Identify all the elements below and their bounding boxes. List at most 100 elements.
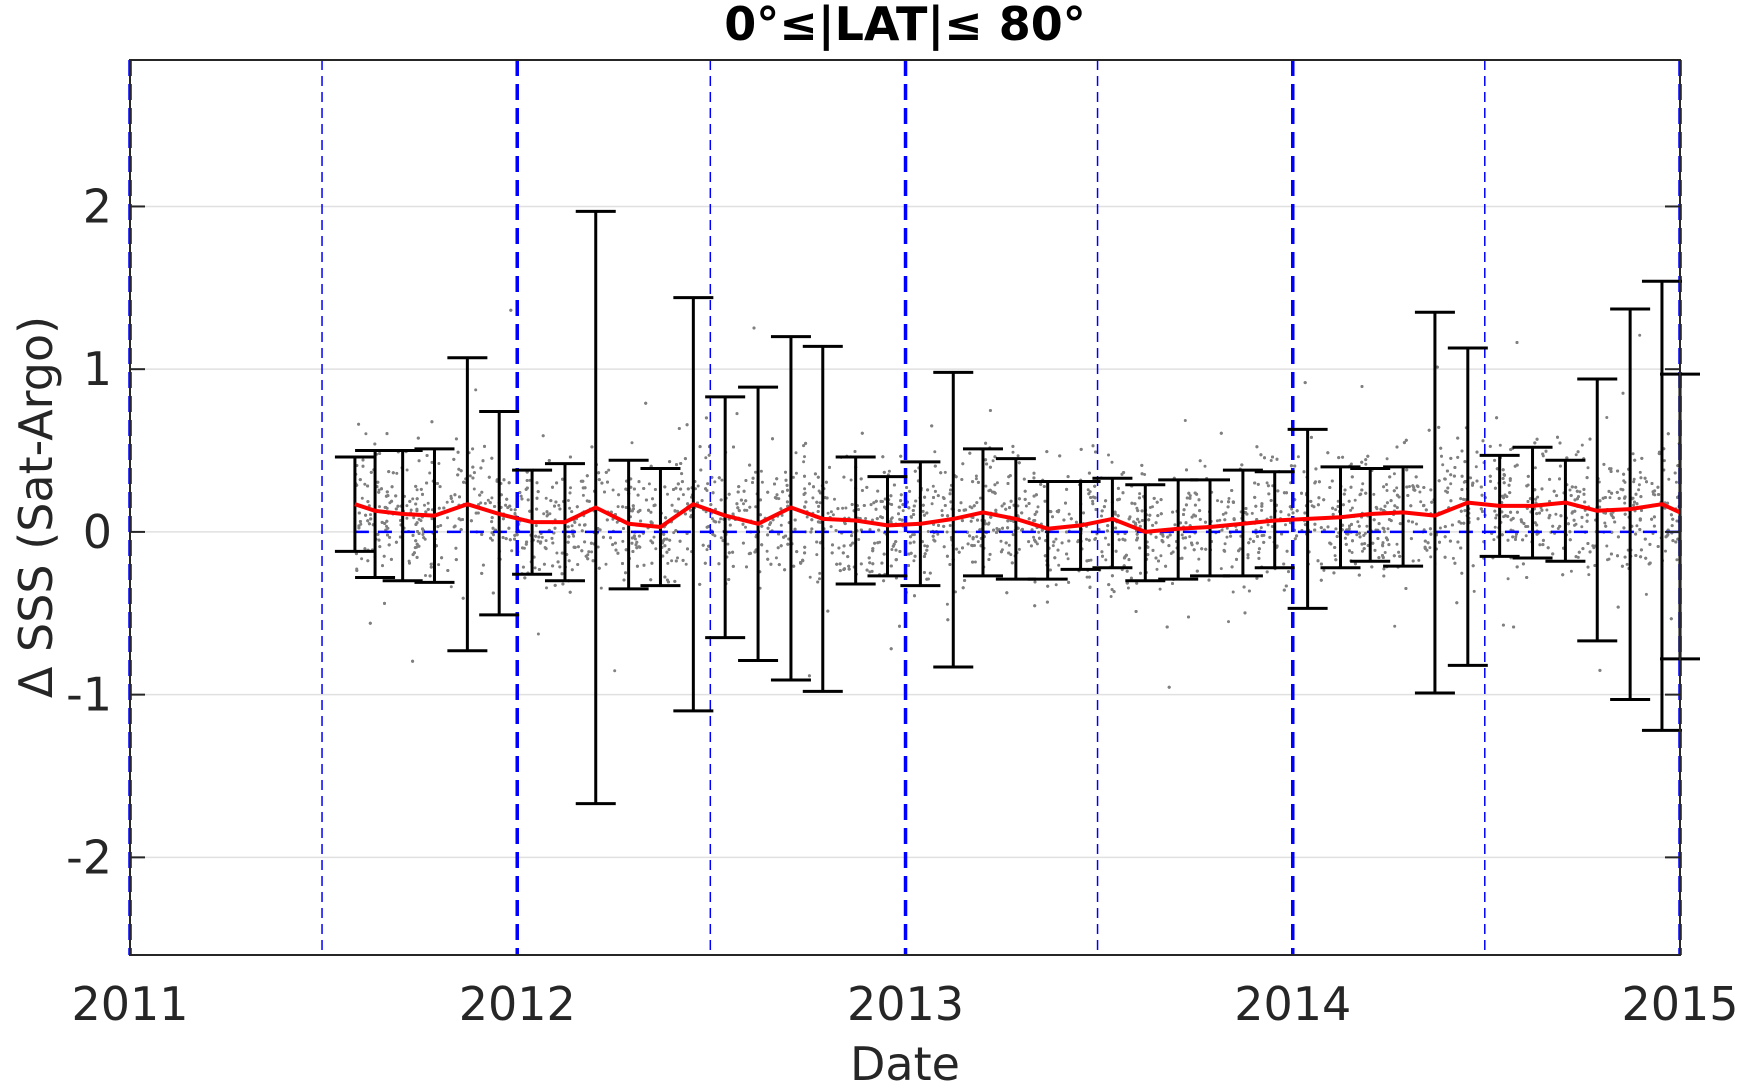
scatter-point: [487, 475, 491, 479]
scatter-point: [378, 545, 382, 549]
scatter-point: [1639, 555, 1643, 559]
scatter-point: [1326, 525, 1330, 529]
scatter-point: [1424, 508, 1428, 512]
scatter-point: [825, 496, 829, 500]
scatter-point: [1256, 482, 1260, 486]
scatter-point: [616, 505, 620, 509]
scatter-point: [1360, 460, 1364, 464]
scatter-point: [1395, 506, 1399, 510]
scatter-point: [1126, 586, 1130, 590]
scatter-point: [1005, 591, 1009, 595]
scatter-point: [1173, 523, 1177, 527]
scatter-point: [975, 535, 979, 539]
scatter-point: [1637, 483, 1641, 487]
scatter-point: [710, 475, 714, 479]
scatter-point: [786, 488, 789, 492]
scatter-point: [426, 501, 430, 505]
scatter-point: [1610, 491, 1614, 495]
scatter-point: [419, 487, 423, 491]
scatter-point: [542, 562, 546, 566]
scatter-point: [783, 568, 787, 572]
scatter-point: [681, 558, 685, 562]
scatter-point: [1395, 486, 1399, 490]
scatter-point: [421, 533, 425, 536]
scatter-point: [1125, 569, 1129, 573]
scatter-point: [841, 551, 845, 555]
scatter-point: [1040, 528, 1044, 532]
scatter-point: [1548, 513, 1552, 517]
scatter-point: [813, 472, 817, 476]
scatter-point: [777, 497, 781, 501]
scatter-point: [1386, 538, 1389, 542]
scatter-point: [802, 444, 806, 448]
scatter-point: [1314, 467, 1318, 471]
scatter-point: [719, 536, 723, 540]
scatter-point: [870, 569, 874, 573]
scatter-point: [1404, 587, 1408, 590]
scatter-point: [829, 525, 833, 529]
scatter-point: [591, 559, 595, 563]
scatter-point: [1001, 526, 1004, 530]
scatter-point: [925, 548, 929, 552]
scatter-point: [440, 556, 444, 560]
scatter-point: [1392, 489, 1396, 493]
scatter-point: [513, 537, 516, 541]
scatter-point: [707, 453, 711, 457]
scatter-point: [1107, 453, 1110, 457]
scatter-point: [1578, 490, 1582, 494]
scatter-point: [1255, 445, 1259, 449]
scatter-point: [1326, 451, 1330, 455]
scatter-point: [650, 521, 654, 525]
scatter-point: [1555, 494, 1559, 498]
scatter-point: [449, 496, 453, 500]
scatter-point: [386, 494, 390, 498]
scatter-point: [1309, 435, 1313, 439]
scatter-point: [777, 532, 781, 536]
scatter-point: [1489, 479, 1492, 483]
scatter-point: [1037, 530, 1041, 534]
scatter-point: [1345, 528, 1349, 532]
scatter-point: [1300, 491, 1303, 495]
scatter-point: [1282, 562, 1286, 566]
scatter-point: [600, 481, 604, 485]
scatter-point: [1269, 515, 1273, 519]
scatter-point: [1008, 506, 1011, 510]
scatter-point: [1349, 485, 1353, 489]
scatter-point: [474, 511, 478, 515]
scatter-point: [644, 401, 648, 405]
scatter-point: [1576, 450, 1580, 454]
scatter-point: [1456, 455, 1460, 459]
scatter-point: [865, 485, 869, 489]
scatter-point: [784, 470, 787, 474]
scatter-point: [898, 624, 901, 628]
scatter-point: [1582, 492, 1586, 496]
scatter-point: [1114, 526, 1118, 530]
scatter-point: [480, 490, 484, 494]
scatter-point: [1588, 550, 1592, 554]
scatter-point: [889, 517, 893, 521]
scatter-point: [1259, 526, 1263, 530]
scatter-point: [1606, 558, 1609, 562]
scatter-point: [1674, 480, 1678, 484]
scatter-point: [1154, 521, 1158, 525]
scatter-point: [1000, 504, 1004, 508]
scatter-point: [1500, 533, 1504, 537]
scatter-point: [636, 493, 640, 497]
scatter-point: [1666, 533, 1670, 536]
scatter-point: [739, 498, 743, 502]
scatter-point: [533, 566, 537, 570]
scatter-point: [368, 621, 372, 625]
scatter-point: [1548, 477, 1552, 481]
scatter-point: [513, 512, 517, 516]
scatter-point: [1397, 495, 1401, 499]
scatter-point: [642, 563, 646, 567]
scatter-point: [960, 519, 964, 523]
scatter-point: [378, 505, 381, 509]
scatter-point: [386, 533, 389, 537]
scatter-point: [630, 541, 634, 545]
scatter-point: [479, 466, 483, 470]
scatter-point: [357, 422, 361, 426]
scatter-point: [1389, 499, 1393, 503]
scatter-point: [1675, 558, 1679, 562]
scatter-point: [803, 551, 807, 555]
